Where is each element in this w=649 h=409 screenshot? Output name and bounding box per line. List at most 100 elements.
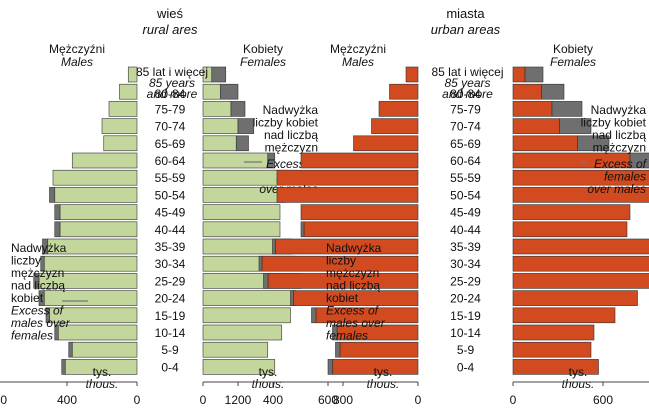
age-label: 75-79	[155, 102, 186, 116]
age-label: 50-54	[155, 188, 186, 202]
age-label: 50-54	[450, 188, 481, 202]
male-excess-bar	[54, 221, 61, 238]
male-bar	[54, 187, 138, 203]
female-bar	[202, 204, 281, 220]
male-excess-bar	[61, 359, 66, 375]
female-bar	[202, 152, 269, 169]
unit-label-en: thous.	[252, 377, 285, 391]
male-excess-bar	[272, 238, 276, 255]
male-bar	[300, 152, 419, 169]
male-bar	[57, 324, 138, 341]
female-bar	[512, 204, 631, 220]
annotation-text-en: males over	[326, 316, 386, 330]
tick-label-left: 0	[415, 393, 422, 407]
male-excess-bar	[33, 273, 40, 289]
male-excess-bar	[300, 221, 305, 238]
age-label: 0-4	[457, 360, 475, 374]
age-label: 40-44	[450, 223, 481, 237]
annotation-text: Nadwyżka	[326, 241, 382, 255]
female-excess-bar	[220, 83, 239, 100]
age-label: 10-14	[155, 326, 186, 340]
male-bar	[59, 221, 138, 238]
male-bar	[378, 101, 419, 117]
male-excess-bar	[49, 187, 56, 203]
female-bar	[202, 341, 269, 358]
age-label: 10-14	[450, 326, 481, 340]
male-bar	[71, 341, 138, 358]
male-excess-bar	[290, 290, 294, 306]
male-bar	[71, 152, 138, 169]
male-excess-bar	[42, 238, 49, 255]
males-label-en: Males	[342, 55, 374, 69]
annotation-text: nad liczbą	[592, 128, 646, 142]
male-bar	[371, 118, 419, 134]
female-bar	[512, 83, 542, 100]
annotation-text: mężczyzn	[593, 141, 646, 155]
unit-label: tys.	[374, 365, 393, 379]
male-bar	[119, 83, 138, 100]
tick-label-right: 0	[200, 393, 207, 407]
male-bar	[52, 169, 138, 186]
tick-label-left: 0	[134, 393, 141, 407]
female-bar	[512, 273, 649, 289]
panel-title: wieś	[156, 6, 184, 21]
age-label: 5-9	[457, 343, 475, 357]
female-bar	[202, 307, 291, 324]
annotation-text: kobiet	[326, 291, 359, 305]
female-excess-bar	[230, 101, 246, 117]
male-bar	[276, 187, 419, 203]
male-bar	[353, 135, 419, 152]
male-bar	[59, 204, 138, 220]
female-bar	[202, 83, 221, 100]
age-label: 25-29	[155, 274, 186, 288]
age-label: 55-59	[450, 171, 481, 185]
age-label-en: and more	[147, 87, 198, 101]
age-label: 65-69	[450, 137, 481, 151]
female-excess-bar	[551, 101, 583, 117]
age-label: 15-19	[155, 309, 186, 323]
annotation-text: mężczyzn	[326, 266, 379, 280]
age-label-en: 85 years	[149, 76, 195, 90]
males-label: Mężczyźni	[330, 42, 386, 56]
female-excess-bar	[235, 135, 249, 152]
tick-label-left: 400	[57, 393, 77, 407]
annotation-text: liczby kobiet	[581, 116, 647, 130]
age-label: 30-34	[155, 257, 186, 271]
male-excess-bar	[327, 359, 333, 375]
female-excess-bar	[541, 83, 565, 100]
male-excess-bar	[263, 273, 269, 289]
annotation-text-en: Excess of	[326, 304, 380, 318]
female-excess-bar	[577, 135, 610, 152]
male-excess-bar	[258, 255, 263, 272]
female-bar	[512, 238, 649, 255]
age-label: 80-84	[450, 87, 481, 101]
male-excess-bar	[311, 307, 317, 324]
females-label: Kobiety	[553, 42, 593, 56]
tick-label-left: 600	[318, 393, 338, 407]
female-excess-bar	[559, 118, 592, 134]
annotation-text: nad liczbą	[264, 128, 318, 142]
age-label: 70-74	[155, 120, 186, 134]
unit-label-en: thous.	[367, 377, 400, 391]
annotation-text: liczby kobiet	[253, 116, 319, 130]
age-label-en: 85 years	[444, 76, 490, 90]
age-label: 70-74	[450, 120, 481, 134]
tick-label-right: 600	[593, 393, 613, 407]
female-excess-bar	[211, 66, 227, 83]
female-bar	[202, 359, 276, 375]
age-label: 40-44	[155, 223, 186, 237]
male-excess-bar	[68, 341, 73, 358]
age-label: 85 lat i więcej	[431, 65, 503, 79]
unit-label: tys.	[93, 365, 112, 379]
annotation-text-en: females	[604, 170, 646, 184]
females-label: Kobiety	[243, 42, 283, 56]
tick-label-right: 800	[333, 393, 353, 407]
male-excess-bar	[40, 255, 45, 272]
age-label: 35-39	[450, 240, 481, 254]
male-bar	[303, 221, 419, 238]
male-bar	[389, 83, 419, 100]
females-label-en: Females	[240, 55, 286, 69]
female-bar	[512, 307, 616, 324]
age-label: 45-49	[155, 206, 186, 220]
